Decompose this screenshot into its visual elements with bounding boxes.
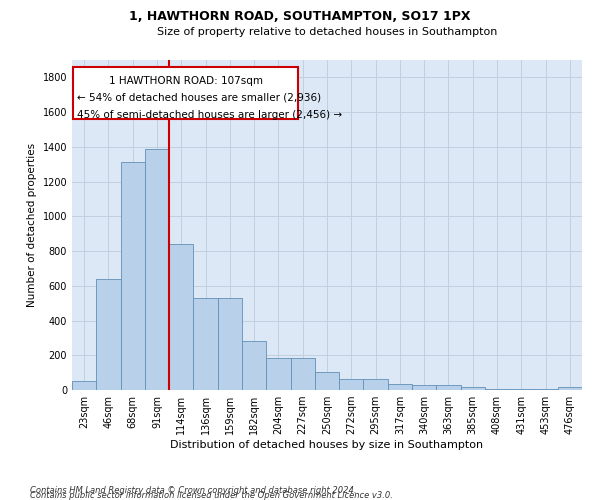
Bar	[412, 385, 436, 390]
Text: 1, HAWTHORN ROAD, SOUTHAMPTON, SO17 1PX: 1, HAWTHORN ROAD, SOUTHAMPTON, SO17 1PX	[129, 10, 471, 23]
Bar	[193, 298, 218, 390]
Bar	[339, 378, 364, 390]
Text: Contains public sector information licensed under the Open Government Licence v3: Contains public sector information licen…	[30, 491, 393, 500]
Bar	[509, 389, 533, 390]
Bar	[169, 244, 193, 390]
FancyBboxPatch shape	[73, 67, 298, 119]
Text: 45% of semi-detached houses are larger (2,456) →: 45% of semi-detached houses are larger (…	[77, 110, 342, 120]
Bar	[242, 342, 266, 390]
Bar	[485, 389, 509, 390]
Bar	[96, 279, 121, 390]
Bar	[121, 162, 145, 390]
Text: Contains HM Land Registry data © Crown copyright and database right 2024.: Contains HM Land Registry data © Crown c…	[30, 486, 356, 495]
Bar	[364, 378, 388, 390]
Bar	[461, 388, 485, 390]
X-axis label: Distribution of detached houses by size in Southampton: Distribution of detached houses by size …	[170, 440, 484, 450]
Text: ← 54% of detached houses are smaller (2,936): ← 54% of detached houses are smaller (2,…	[77, 93, 321, 103]
Bar	[290, 358, 315, 390]
Bar	[145, 148, 169, 390]
Bar	[218, 298, 242, 390]
Bar	[315, 372, 339, 390]
Bar	[72, 382, 96, 390]
Y-axis label: Number of detached properties: Number of detached properties	[27, 143, 37, 307]
Text: 1 HAWTHORN ROAD: 107sqm: 1 HAWTHORN ROAD: 107sqm	[109, 76, 263, 86]
Bar	[436, 385, 461, 390]
Bar	[266, 358, 290, 390]
Bar	[533, 389, 558, 390]
Bar	[388, 384, 412, 390]
Bar	[558, 388, 582, 390]
Title: Size of property relative to detached houses in Southampton: Size of property relative to detached ho…	[157, 27, 497, 37]
